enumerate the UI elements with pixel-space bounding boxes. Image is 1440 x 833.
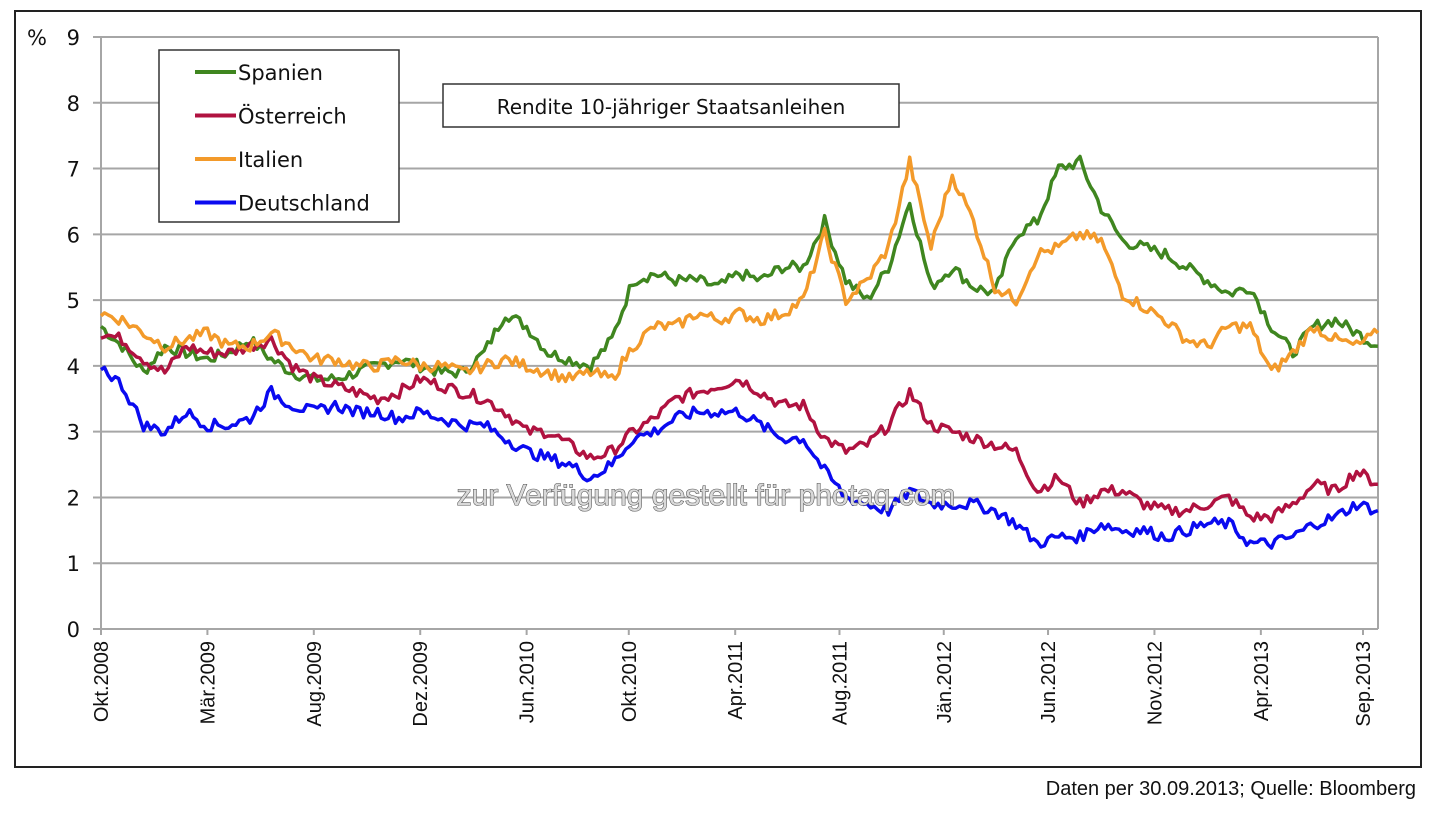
legend-label: Deutschland	[238, 192, 370, 216]
legend: Spanien Österreich Italien Deutschland	[158, 49, 400, 223]
x-axis-ticks: Okt.2008 Mär.2009 Aug.2009 Dez.2009 Jun.2010…	[91, 629, 1375, 727]
x-tick-label: Nov.2012	[1144, 641, 1166, 725]
x-tick-label: Aug.2009	[304, 641, 326, 727]
chart-title-box: Rendite 10-jähriger Staatsanleihen	[442, 83, 900, 128]
x-tick-label: Apr.2013	[1251, 641, 1273, 721]
series-line-2	[99, 155, 1380, 384]
y-tick-label: 2	[67, 486, 80, 510]
x-tick-label: Jän.2012	[934, 641, 956, 723]
x-tick-label: Aug.2011	[829, 641, 851, 725]
x-tick-label: Okt.2008	[91, 641, 113, 722]
series-line-1	[100, 331, 1378, 524]
source-note: Daten per 30.09.2013; Quelle: Bloomberg	[1045, 778, 1416, 800]
chart-title: Rendite 10-jähriger Staatsanleihen	[497, 95, 846, 119]
x-tick-label: Mär.2009	[197, 641, 219, 724]
x-tick-label: Okt.2010	[619, 641, 641, 722]
x-tick-label: Jun.2012	[1038, 641, 1060, 723]
y-tick-label: 1	[67, 552, 80, 576]
x-tick-label: Apr.2011	[725, 641, 747, 720]
x-tick-label: Jun.2010	[517, 641, 539, 723]
series-lines	[99, 154, 1380, 550]
y-tick-label: 0	[67, 618, 80, 642]
y-tick-label: 4	[67, 355, 80, 379]
y-tick-label: 5	[67, 289, 80, 313]
chart: 0 1 2 3 4 5 6 7 8 9 Okt.2008 Mär.2009 Aug.2009 Dez.2…	[27, 26, 1380, 727]
legend-label: Italien	[238, 148, 303, 172]
watermark: zur Verfügung gestellt für photaq.com	[457, 479, 956, 512]
y-tick-label: 6	[67, 223, 80, 247]
y-tick-label: 7	[67, 158, 80, 182]
chart-frame	[14, 10, 1422, 768]
y-tick-label: 3	[67, 421, 80, 445]
y-tick-label: 8	[67, 92, 80, 116]
x-tick-label: Sep.2013	[1353, 641, 1375, 727]
x-tick-label: Dez.2009	[410, 641, 432, 727]
y-tick-label: 9	[67, 26, 80, 50]
y-axis-ticks: 0 1 2 3 4 5 6 7 8 9	[67, 26, 80, 642]
y-axis-unit-label: %	[27, 26, 47, 50]
legend-label: Spanien	[238, 61, 323, 85]
legend-label: Österreich	[238, 104, 347, 129]
series-line-3	[100, 365, 1379, 550]
